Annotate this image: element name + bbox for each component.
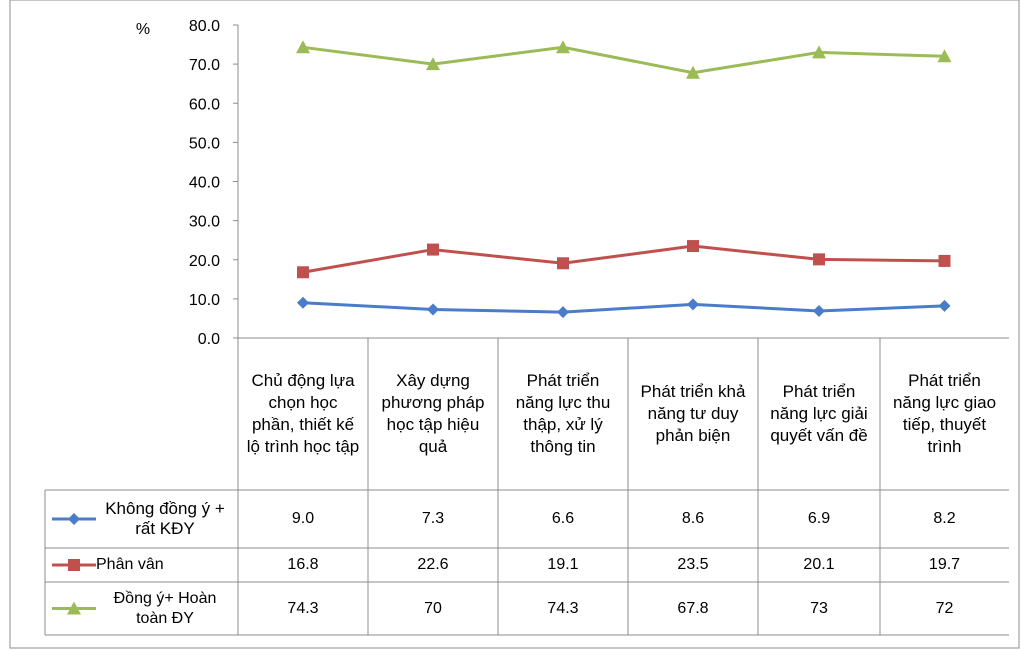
- category-label: Phát triển khả năng tư duy phản biện: [640, 382, 746, 445]
- table-value-cell: 19.1: [547, 556, 579, 573]
- data-point-marker: [427, 243, 439, 256]
- y-tick-label: 80.0: [189, 18, 220, 35]
- legend-marker: [68, 559, 80, 571]
- table-value-cell: 19.7: [928, 556, 961, 573]
- series-line: [302, 45, 945, 75]
- y-tick-label: 0.0: [198, 331, 220, 348]
- data-point-marker: [426, 57, 440, 71]
- data-table-grid: [44, 337, 1009, 636]
- data-point-marker: [557, 257, 569, 270]
- table-value-cell: 73: [810, 599, 828, 617]
- legend-label: Không đồng ý + rất KĐY: [105, 499, 225, 538]
- table-value-cell: 20.1: [803, 556, 835, 573]
- y-tick-label: 70.0: [189, 57, 220, 74]
- table-value-cell: 6.9: [807, 510, 831, 527]
- table-value-cell: 74.3: [547, 599, 579, 617]
- data-point-marker: [813, 305, 825, 318]
- category-label: Phát triển năng lực thu thập, xử lý thôn…: [515, 371, 611, 456]
- table-value-cell: 8.2: [933, 510, 956, 527]
- table-value-cell: 8.6: [681, 510, 705, 527]
- data-point-marker: [686, 65, 700, 79]
- table-value-cell: 23.5: [677, 556, 709, 573]
- category-label: Chủ động lựa chọn học phần, thiết kế lộ …: [246, 371, 360, 456]
- data-point-marker: [297, 296, 309, 309]
- y-axis-ticks: 0.0 10.0 20.0 30.0 40.0 50.0 60.0 70.0 80.0: [189, 18, 238, 348]
- category-label: Xây dựng phương pháp học tập hiệu quả: [381, 371, 485, 456]
- chart-frame: [9, 0, 1020, 649]
- y-tick-label: 60.0: [189, 96, 220, 113]
- data-point-marker: [297, 266, 309, 279]
- data-point-marker: [938, 299, 951, 312]
- legend-marker: [68, 513, 80, 525]
- table-value-cell: 22.6: [417, 556, 449, 573]
- category-label: Phát triển năng lực giao tiếp, thuyết tr…: [892, 371, 997, 456]
- y-tick-label: 50.0: [189, 135, 220, 152]
- legend-marker: [67, 601, 81, 615]
- category-label: Phát triển năng lực giải quyết vấn đề: [770, 382, 868, 445]
- table-value-cell: 16.8: [287, 556, 319, 573]
- data-point-marker: [812, 45, 826, 59]
- data-point-marker: [813, 253, 825, 266]
- y-axis-unit-label: %: [136, 21, 150, 38]
- data-point-marker: [687, 240, 699, 253]
- data-point-marker: [937, 49, 952, 63]
- data-point-marker: [557, 306, 569, 319]
- data-point-marker: [556, 40, 570, 54]
- y-tick-label: 20.0: [189, 253, 220, 270]
- table-value-cell: 70: [424, 599, 442, 617]
- table-value-cell: 6.6: [551, 510, 575, 527]
- table-value-cell: 74.3: [287, 599, 319, 617]
- table-value-cell: 9.0: [291, 510, 315, 527]
- table-value-cell: 67.8: [677, 599, 709, 617]
- legend-label: Phân vân: [96, 556, 164, 573]
- y-tick-label: 10.0: [189, 292, 220, 309]
- table-value-cell: 72: [935, 599, 954, 617]
- data-point-marker: [427, 303, 439, 316]
- plot-area: [237, 25, 952, 338]
- series-line: [302, 301, 945, 314]
- y-tick-label: 30.0: [189, 214, 220, 231]
- series-line: [302, 244, 945, 274]
- y-tick-label: 40.0: [189, 175, 220, 192]
- data-point-marker: [687, 298, 699, 311]
- data-point-marker: [938, 254, 951, 267]
- legend-label: Đồng ý+ Hoàn toàn ĐY: [113, 589, 217, 627]
- data-point-marker: [296, 40, 310, 54]
- table-value-cell: 7.3: [421, 510, 445, 527]
